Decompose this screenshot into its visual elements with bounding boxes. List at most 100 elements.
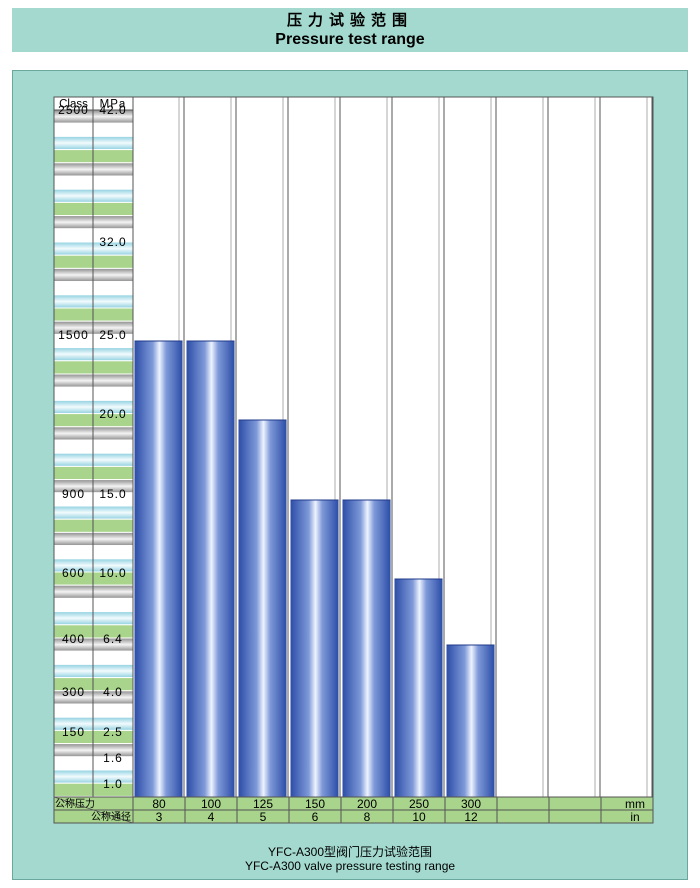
axis-stripe — [53, 518, 94, 533]
axis-stripe — [53, 426, 94, 441]
bar — [238, 420, 287, 797]
axis-stripe — [92, 584, 134, 599]
y-axis-stripes — [53, 96, 134, 798]
axis-stripe — [53, 307, 94, 322]
x-tick-label-mm: 250 — [409, 797, 429, 811]
axis-stripe — [53, 531, 94, 547]
caption-zh: YFC-A300型阀门压力试验范围 — [267, 845, 433, 859]
x-tick-label-mm: 125 — [253, 797, 273, 811]
axis-stripe — [53, 413, 94, 428]
diameter-row-label: 公称通径 — [91, 810, 131, 823]
class-tick-label: 300 — [62, 685, 85, 699]
axis-stripe — [92, 201, 134, 217]
caption-en: YFC-A300 valve pressure testing range — [244, 859, 456, 873]
axis-stripe — [53, 228, 94, 243]
axis-stripe — [53, 135, 94, 151]
axis-stripe — [92, 531, 134, 547]
mpa-tick-label: 20.0 — [99, 407, 126, 421]
mm-unit-label: mm — [625, 797, 645, 811]
bar — [342, 500, 391, 797]
axis-stripe — [92, 650, 134, 665]
axis-stripe — [53, 201, 94, 217]
axis-stripe — [53, 756, 94, 771]
x-tick-label-mm: 200 — [357, 797, 377, 811]
mpa-tick-label: 1.6 — [103, 751, 123, 765]
axis-stripe — [53, 241, 94, 256]
axis-stripe — [53, 782, 94, 797]
axis-stripe — [53, 452, 94, 467]
axis-stripe — [53, 281, 94, 296]
title-bar: 压力试验范围 Pressure test range — [12, 8, 688, 52]
axis-stripe — [53, 188, 94, 203]
axis-stripe — [53, 215, 94, 230]
bar — [394, 579, 443, 797]
axis-stripe — [92, 347, 134, 362]
axis-stripe — [92, 597, 134, 613]
axis-stripe — [92, 663, 134, 679]
axis-stripe — [53, 347, 94, 362]
axis-stripe — [92, 505, 134, 520]
axis-stripe — [53, 663, 94, 679]
axis-stripe — [53, 149, 94, 164]
x-tick-label-mm: 80 — [152, 797, 166, 811]
mpa-tick-label: 25.0 — [99, 328, 126, 342]
axis-stripe — [92, 175, 134, 190]
axis-stripe — [53, 373, 94, 388]
axis-stripe — [92, 267, 134, 283]
axis-stripe — [92, 149, 134, 164]
axis-stripe — [92, 373, 134, 388]
axis-stripe — [53, 122, 94, 137]
axis-stripe — [92, 439, 134, 454]
axis-stripe — [92, 545, 134, 560]
axis-stripe — [92, 360, 134, 375]
pressure-row-label: 公称压力 — [55, 797, 95, 810]
axis-stripe — [92, 281, 134, 296]
in-unit-label: in — [630, 810, 639, 824]
mpa-tick-label: 4.0 — [103, 685, 123, 699]
axis-stripe — [53, 703, 94, 718]
x-tick-label-in: 8 — [364, 810, 371, 824]
y-axis-ticks: Class MPa 2500 42.0 32.0 1500 25.0 20.0 900 15.0 6… — [54, 99, 133, 791]
axis-stripe — [53, 505, 94, 520]
class-tick-label: 150 — [62, 725, 85, 739]
axis-stripe — [53, 162, 94, 177]
mpa-tick-label: 6.4 — [103, 632, 123, 646]
bar — [290, 500, 339, 797]
class-tick-label: 900 — [62, 487, 85, 501]
axis-stripe — [92, 215, 134, 230]
axis-stripe — [53, 743, 94, 758]
axis-stripe — [53, 175, 94, 190]
chart-panel: Class MPa 2500 42.0 32.0 1500 25.0 20.0 900 15.0 6… — [12, 70, 688, 880]
x-tick-label-in: 3 — [156, 810, 163, 824]
class-tick-label: 2500 — [58, 103, 89, 117]
pressure-chart: Class MPa 2500 42.0 32.0 1500 25.0 20.0 900 15.0 6… — [53, 96, 654, 824]
bar — [446, 645, 495, 797]
axis-stripe — [92, 703, 134, 718]
bar — [186, 341, 235, 797]
x-tick-label-in: 10 — [412, 810, 426, 824]
axis-stripe — [53, 294, 94, 309]
x-tick-label-mm: 150 — [305, 797, 325, 811]
class-tick-label: 600 — [62, 566, 85, 580]
axis-stripe — [92, 518, 134, 533]
axis-stripe — [92, 162, 134, 177]
axis-stripe — [53, 386, 94, 401]
bar — [134, 341, 183, 797]
axis-stripe — [53, 399, 94, 415]
class-header: Class — [59, 99, 88, 111]
class-tick-label: 1500 — [58, 328, 89, 342]
axis-stripe — [92, 611, 134, 626]
mpa-tick-label: 2.5 — [103, 725, 123, 739]
axis-stripe — [53, 650, 94, 665]
class-tick-label: 400 — [62, 632, 85, 646]
mpa-header: MPa — [100, 99, 127, 111]
axis-stripe — [92, 294, 134, 309]
axis-stripe — [92, 122, 134, 137]
axis-stripe — [92, 452, 134, 467]
axis-stripe — [53, 360, 94, 375]
axis-stripe — [53, 439, 94, 454]
axis-stripe — [53, 584, 94, 599]
x-tick-label-in: 6 — [312, 810, 319, 824]
axis-stripe — [53, 611, 94, 626]
